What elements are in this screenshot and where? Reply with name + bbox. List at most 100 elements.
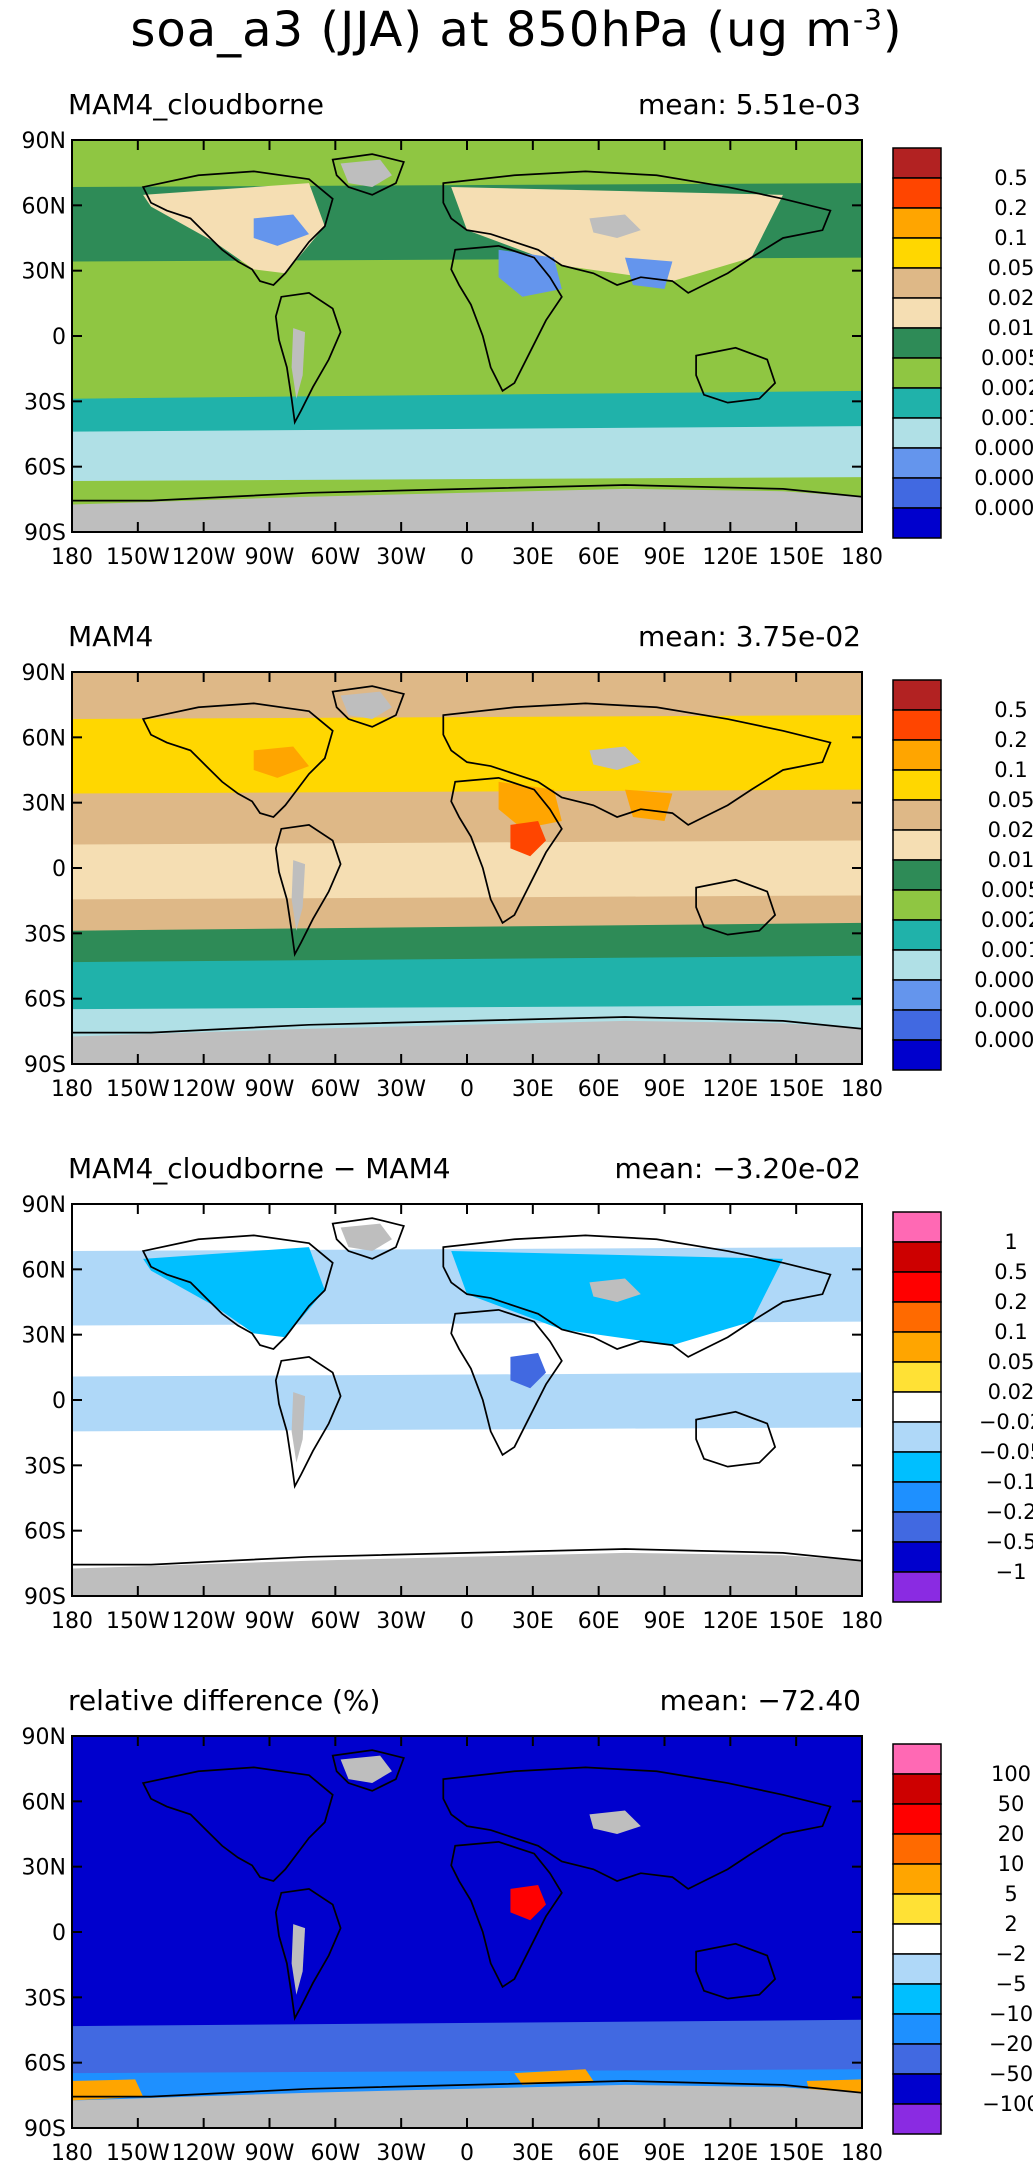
colorbar-swatch xyxy=(892,679,942,711)
tibet-missing xyxy=(589,1278,641,1302)
panel-3-name: MAM4_cloudborne − MAM4 xyxy=(68,1152,451,1185)
colorbar-swatch xyxy=(892,357,942,389)
panel-1-name: MAM4_cloudborne xyxy=(68,88,325,121)
andes-missing xyxy=(291,328,306,399)
panel-4-name: relative difference (%) xyxy=(68,1684,381,1717)
colorbar-swatch xyxy=(892,1863,942,1895)
lat-label: 30S xyxy=(24,390,66,415)
lon-label: 60E xyxy=(578,1077,620,1102)
lat-label: 60S xyxy=(24,1520,66,1545)
lon-label: 60E xyxy=(578,2141,620,2166)
lat-label: 60N xyxy=(22,194,66,219)
lon-label: 150W xyxy=(106,1077,170,1102)
coastline-3 xyxy=(442,170,832,294)
colorbar-swatch xyxy=(892,829,942,861)
coastline-1 xyxy=(331,1749,405,1792)
contour-region-3 xyxy=(510,1352,546,1389)
colorbar-swatch xyxy=(892,1361,942,1393)
colorbar-label: 0.001 xyxy=(981,406,1033,430)
lon-label: 0 xyxy=(460,1077,474,1102)
coastline-4 xyxy=(450,776,563,925)
colorbar-label: 20 xyxy=(998,1822,1025,1846)
lon-label: 30E xyxy=(512,1609,554,1634)
contour-region-3 xyxy=(510,820,546,857)
tibet-missing xyxy=(589,746,641,770)
map-panel-2: 180 150W 120W 90W 60W 30W 0 30E 60E 90E 120E 150E 18… xyxy=(22,661,883,1102)
panel-4-mean: mean: −72.40 xyxy=(659,1684,861,1717)
lon-label: 30E xyxy=(512,1077,554,1102)
colorbar-label: 0.2 xyxy=(994,1290,1027,1314)
colorbar-label: 0.0005 xyxy=(974,968,1033,992)
lat-label: 30N xyxy=(22,1856,66,1881)
lon-label: 90E xyxy=(644,1609,686,1634)
colorbar-label: −0.2 xyxy=(986,1500,1033,1524)
lon-label: 30W xyxy=(376,2141,426,2166)
lon-label: 90W xyxy=(245,2141,295,2166)
colorbar-label: 0.05 xyxy=(988,256,1033,280)
colorbar-swatch xyxy=(892,1301,942,1333)
lat-label: 0 xyxy=(52,1389,66,1414)
coastline-3 xyxy=(442,702,832,826)
lon-label: 30W xyxy=(376,545,426,570)
colorbar-swatch xyxy=(892,799,942,831)
colorbar-swatch xyxy=(892,889,942,921)
colorbar-label: −1 xyxy=(996,1560,1027,1584)
lat-label: 0 xyxy=(52,857,66,882)
lon-label: 180 xyxy=(841,1609,883,1634)
colorbar-label: 0.5 xyxy=(994,166,1027,190)
lon-label: 60W xyxy=(310,1077,360,1102)
lon-label: 30W xyxy=(376,1077,426,1102)
colorbar-label: 0.1 xyxy=(994,226,1027,250)
lon-label: 0 xyxy=(460,545,474,570)
lon-label: 150W xyxy=(106,545,170,570)
title-text: soa_a3 (JJA) at 850hPa (ug m xyxy=(130,2,853,58)
colorbar-label: 2 xyxy=(1004,1912,1017,1936)
colorbar-label: −10 xyxy=(989,2002,1033,2026)
colorbar-swatch xyxy=(892,2043,942,2075)
lon-label: 150E xyxy=(768,1077,824,1102)
map-field xyxy=(71,1217,863,1597)
colorbar-label: 0.001 xyxy=(981,938,1033,962)
lon-label: 120W xyxy=(172,545,236,570)
colorbar-swatch xyxy=(892,147,942,179)
lon-label: 120E xyxy=(702,545,758,570)
colorbar-4: 100 50 20 10 5 2 −2 −5 −10 −20 −50 −100 xyxy=(892,1743,1033,2135)
colorbar-label: −2 xyxy=(996,1942,1027,1966)
colorbar-label: 0.002 xyxy=(981,376,1033,400)
colorbar-swatch xyxy=(892,1391,942,1423)
colorbar-label: 0.002 xyxy=(981,908,1033,932)
coastline-3 xyxy=(442,1766,832,1890)
greenland-missing xyxy=(340,159,392,188)
andes-missing xyxy=(291,1924,306,1995)
colorbar-label: 50 xyxy=(998,1792,1025,1816)
colorbar-swatch xyxy=(892,859,942,891)
lon-label: 150E xyxy=(768,545,824,570)
contour-region-2 xyxy=(72,1372,862,1432)
lon-label: 120W xyxy=(172,1077,236,1102)
colorbar-label: 0.1 xyxy=(994,1320,1027,1344)
colorbar-swatch xyxy=(892,387,942,419)
lon-label: 30E xyxy=(512,545,554,570)
lat-label: 60N xyxy=(22,1258,66,1283)
lat-label: 60N xyxy=(22,726,66,751)
title-close: ) xyxy=(882,2,903,58)
colorbar-3: 1 0.5 0.2 0.1 0.05 0.02 −0.02 −0.05 −0.1 −0.2 −0.5… xyxy=(892,1211,1033,1603)
colorbar-swatch xyxy=(892,267,942,299)
colorbar-label: 0.005 xyxy=(981,346,1033,370)
colorbar-swatch xyxy=(892,1893,942,1925)
contour-region-2 xyxy=(253,746,673,829)
coastline-3 xyxy=(442,1234,832,1358)
coastline-0 xyxy=(141,1234,334,1351)
colorbar-swatch xyxy=(892,919,942,951)
lat-label: 90N xyxy=(22,661,66,686)
lon-label: 90E xyxy=(644,545,686,570)
colorbar-label: 0.05 xyxy=(988,788,1033,812)
colorbar-label: 0.01 xyxy=(988,316,1033,340)
coastline-4 xyxy=(450,1308,563,1457)
colorbar-swatch xyxy=(892,237,942,269)
colorbar-label: 100 xyxy=(991,1762,1031,1786)
lon-label: 180 xyxy=(841,1077,883,1102)
contour-region-0 xyxy=(72,2019,862,2078)
colorbar-swatch xyxy=(892,1451,942,1483)
